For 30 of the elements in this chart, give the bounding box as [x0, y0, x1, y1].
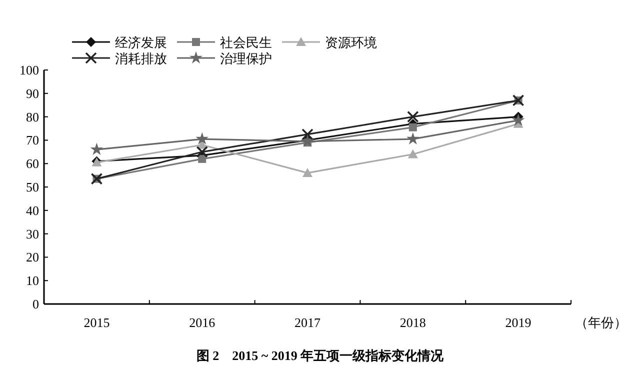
x-tick-label: 2017 — [294, 315, 321, 330]
y-tick-label: 70 — [26, 132, 39, 148]
point — [407, 110, 419, 123]
y-tick-label: 40 — [26, 202, 39, 218]
point — [196, 146, 208, 158]
text: 图 2 2015 ~ 2019 年五项一级指标变化情况 — [196, 348, 445, 363]
y-tick-label: 10 — [26, 273, 39, 288]
y-tick-label: 30 — [26, 226, 39, 242]
point — [302, 168, 312, 177]
y-tick-label: 60 — [26, 156, 39, 172]
x-tick-label: 2018 — [400, 315, 426, 330]
x-tick-label: 2019 — [505, 315, 532, 330]
point — [302, 128, 314, 140]
y-tick-label: 90 — [26, 86, 39, 101]
legend-label: 资源环境 — [325, 35, 377, 50]
legend-label: 消耗排放 — [115, 51, 167, 66]
x-tick-label: 2016 — [189, 315, 216, 330]
point — [408, 149, 418, 158]
y-tick-label: 50 — [26, 180, 39, 194]
y-tick-label: 80 — [26, 109, 39, 124]
x-tick-label: 2015 — [84, 315, 110, 330]
legend-label: 治理保护 — [220, 51, 272, 66]
y-tick-label: 20 — [26, 250, 39, 265]
y-tick-label: 0 — [32, 296, 39, 312]
legend-label: 经济发展 — [115, 35, 167, 50]
y-tick-label: 100 — [20, 62, 39, 78]
point — [198, 154, 206, 163]
point — [408, 123, 417, 132]
x-axis-title: （年份） — [575, 315, 627, 330]
legend-label: 社会民生 — [220, 35, 272, 50]
